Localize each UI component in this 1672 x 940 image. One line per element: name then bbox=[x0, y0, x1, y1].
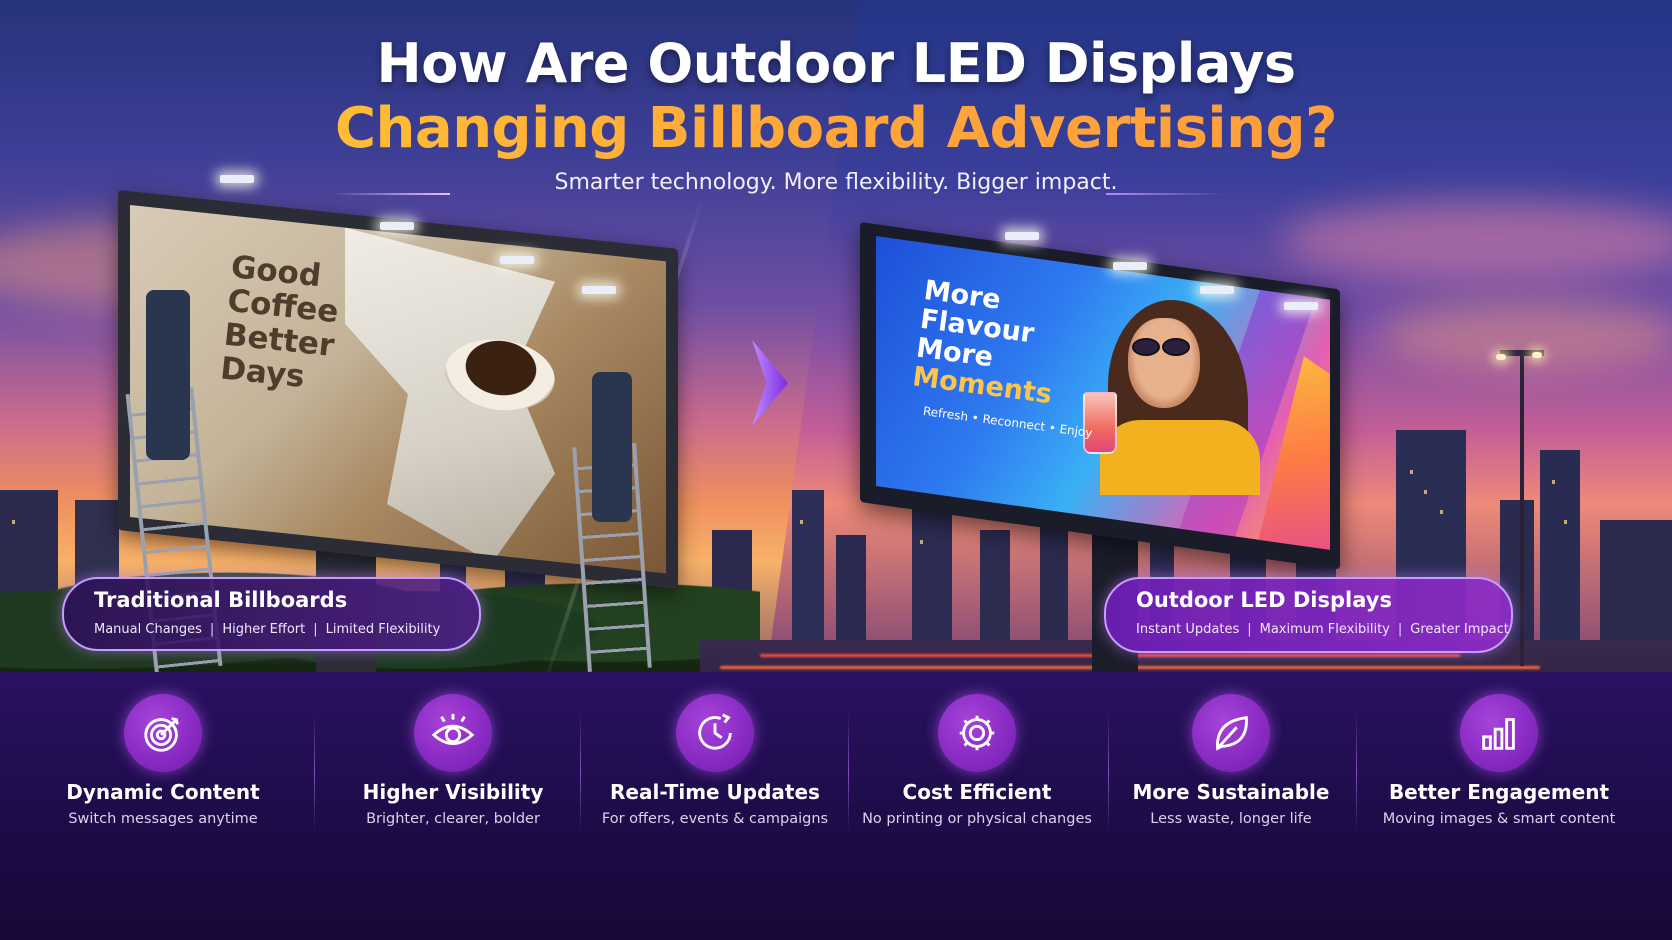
flood-light bbox=[220, 175, 254, 183]
card-item: Higher Effort bbox=[222, 622, 306, 637]
flood-light bbox=[1200, 286, 1234, 294]
street-lamp-arm bbox=[1500, 350, 1544, 356]
led-screen-headline: More Flavour More Moments bbox=[910, 275, 1054, 411]
feature-description: Moving images & smart content bbox=[1382, 811, 1616, 827]
street-lamp-light bbox=[1496, 354, 1506, 360]
feature-description: No printing or physical changes bbox=[862, 811, 1092, 827]
page-title-line1: How Are Outdoor LED Displays bbox=[376, 32, 1296, 95]
page-title-line2: Changing Billboard Advertising? bbox=[0, 96, 1672, 161]
feature-better-engagement: Better Engagement Moving images & smart … bbox=[1372, 694, 1622, 894]
outdoor-led-displays-card: Outdoor LED Displays Instant Updates | M… bbox=[1104, 577, 1513, 653]
card-item: Instant Updates bbox=[1136, 622, 1240, 637]
drink-cup-image bbox=[1083, 392, 1117, 454]
features-band bbox=[0, 672, 1672, 940]
feature-title: Real-Time Updates bbox=[610, 780, 820, 804]
feature-more-sustainable: More Sustainable Less waste, longer life bbox=[1104, 694, 1354, 894]
feature-divider bbox=[1108, 712, 1109, 832]
flood-light bbox=[380, 222, 414, 230]
feature-title: Better Engagement bbox=[1388, 780, 1610, 804]
separator: | bbox=[1397, 622, 1403, 637]
feature-title: More Sustainable bbox=[1132, 780, 1330, 804]
card-items: Instant Updates | Maximum Flexibility | … bbox=[1136, 622, 1509, 637]
leaf-icon bbox=[1192, 694, 1270, 772]
card-item: Greater Impact bbox=[1410, 622, 1509, 637]
feature-description: Less waste, longer life bbox=[1150, 811, 1312, 827]
clock-icon bbox=[676, 694, 754, 772]
card-item: Manual Changes bbox=[94, 622, 202, 637]
gear-icon bbox=[938, 694, 1016, 772]
feature-divider bbox=[1356, 712, 1357, 832]
feature-description: For offers, events & campaigns bbox=[601, 811, 829, 827]
sunglasses bbox=[1132, 338, 1190, 356]
flood-light bbox=[582, 286, 616, 294]
feature-divider bbox=[580, 712, 581, 832]
cloud bbox=[1380, 300, 1672, 370]
flood-light bbox=[1113, 262, 1147, 270]
separator: | bbox=[209, 622, 215, 637]
card-items: Manual Changes | Higher Effort | Limited… bbox=[94, 622, 440, 637]
card-item: Maximum Flexibility bbox=[1259, 622, 1390, 637]
feature-higher-visibility: Higher Visibility Brighter, clearer, bol… bbox=[326, 694, 576, 894]
feature-title: Higher Visibility bbox=[362, 780, 544, 804]
traditional-billboards-card: Traditional Billboards Manual Changes | … bbox=[62, 577, 481, 651]
bar-chart-icon bbox=[1460, 694, 1538, 772]
card-title: Outdoor LED Displays bbox=[1136, 588, 1392, 612]
woman-shirt bbox=[1100, 420, 1260, 495]
cloud bbox=[1280, 200, 1672, 280]
feature-divider bbox=[314, 712, 315, 832]
woman-face bbox=[1128, 318, 1200, 408]
subtitle-rule-right bbox=[1106, 193, 1226, 195]
feature-divider bbox=[848, 712, 849, 832]
feature-description: Brighter, clearer, bolder bbox=[366, 811, 540, 827]
worker-figure bbox=[146, 290, 190, 460]
separator: | bbox=[1247, 622, 1252, 637]
eye-icon bbox=[414, 694, 492, 772]
street-lamp bbox=[1520, 356, 1524, 666]
feature-real-time-updates: Real-Time Updates For offers, events & c… bbox=[588, 694, 838, 894]
feature-title: Dynamic Content bbox=[66, 780, 260, 804]
card-item: Limited Flexibility bbox=[325, 622, 441, 637]
feature-dynamic-content: Dynamic Content Switch messages anytime bbox=[36, 694, 286, 894]
flood-light bbox=[500, 256, 534, 264]
flood-light bbox=[1284, 302, 1318, 310]
poster-headline: Good Coffee Better Days bbox=[218, 249, 341, 396]
worker-figure bbox=[592, 372, 632, 522]
street-lamp-light bbox=[1532, 352, 1542, 358]
flood-light bbox=[1005, 232, 1039, 240]
separator: | bbox=[313, 622, 318, 637]
card-title: Traditional Billboards bbox=[94, 588, 348, 612]
target-icon bbox=[124, 694, 202, 772]
feature-title: Cost Efficient bbox=[902, 780, 1052, 804]
feature-description: Switch messages anytime bbox=[68, 811, 258, 827]
page-subtitle: Smarter technology. More flexibility. Bi… bbox=[554, 170, 1118, 195]
subtitle-rule-left bbox=[330, 193, 450, 195]
feature-cost-efficient: Cost Efficient No printing or physical c… bbox=[850, 694, 1100, 894]
